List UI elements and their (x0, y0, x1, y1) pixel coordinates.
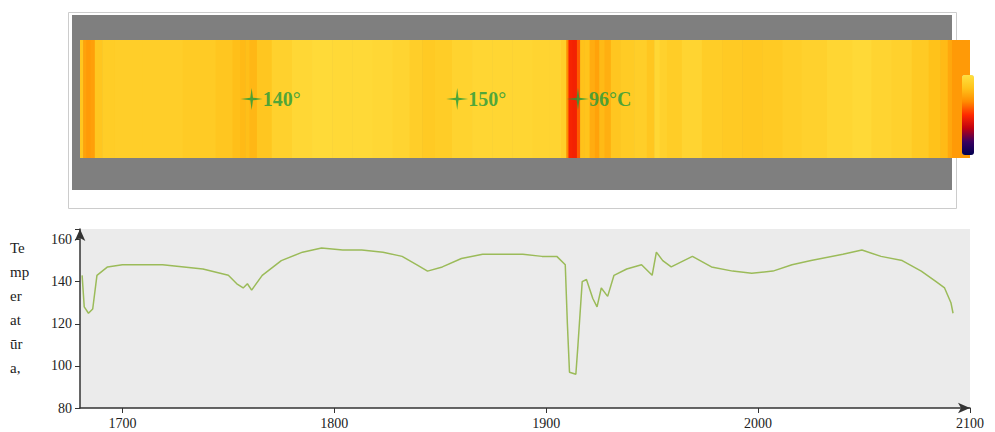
svg-text:140: 140 (51, 274, 72, 289)
svg-text:96°C: 96°C (589, 88, 631, 110)
svg-text:1700: 1700 (108, 416, 136, 431)
svg-text:140°: 140° (263, 88, 301, 110)
svg-text:100: 100 (51, 358, 72, 373)
svg-text:a,: a, (10, 360, 20, 376)
svg-text:mp: mp (10, 264, 29, 280)
svg-text:1800: 1800 (320, 416, 348, 431)
svg-text:2000: 2000 (744, 416, 772, 431)
svg-text:ūr: ūr (10, 336, 23, 352)
svg-text:1900: 1900 (532, 416, 560, 431)
svg-text:er: er (10, 288, 22, 304)
svg-text:2100: 2100 (956, 416, 984, 431)
svg-text:Te: Te (10, 240, 25, 256)
svg-text:at: at (10, 312, 22, 328)
svg-text:150°: 150° (468, 88, 506, 110)
svg-text:80: 80 (58, 401, 72, 416)
svg-text:120: 120 (51, 316, 72, 331)
svg-text:160: 160 (51, 232, 72, 247)
